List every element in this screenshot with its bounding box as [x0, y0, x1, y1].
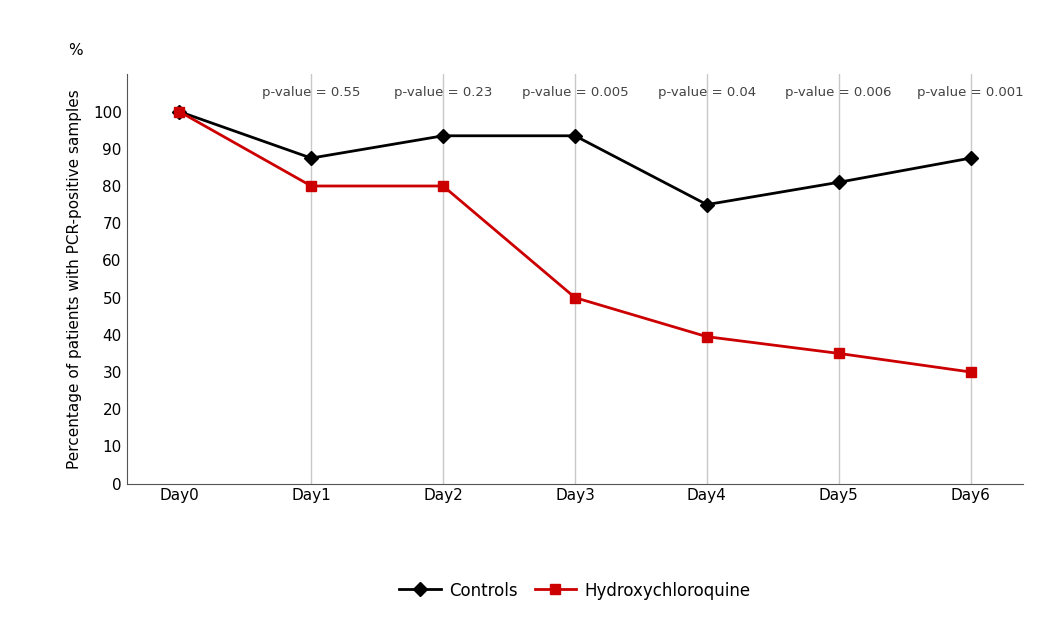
- Text: p-value = 0.006: p-value = 0.006: [786, 86, 891, 99]
- Controls: [305, 154, 318, 162]
- Hydroxychloroquine: [832, 350, 845, 357]
- Text: p-value = 0.005: p-value = 0.005: [521, 86, 629, 99]
- Controls: [701, 201, 713, 208]
- Controls: [569, 132, 581, 140]
- Controls: [437, 132, 449, 140]
- Controls: [832, 179, 845, 186]
- Y-axis label: Percentage of patients with PCR-positive samples: Percentage of patients with PCR-positive…: [66, 89, 81, 469]
- Hydroxychloroquine: [701, 333, 713, 340]
- Text: p-value = 0.55: p-value = 0.55: [262, 86, 361, 99]
- Text: %: %: [69, 43, 83, 58]
- Line: Controls: Controls: [174, 107, 976, 210]
- Text: p-value = 0.23: p-value = 0.23: [394, 86, 493, 99]
- Line: Hydroxychloroquine: Hydroxychloroquine: [174, 107, 976, 377]
- Hydroxychloroquine: [173, 108, 186, 115]
- Hydroxychloroquine: [569, 294, 581, 301]
- Hydroxychloroquine: [305, 182, 318, 190]
- Hydroxychloroquine: [437, 182, 449, 190]
- Controls: [173, 108, 186, 115]
- Controls: [964, 154, 977, 162]
- Hydroxychloroquine: [964, 368, 977, 376]
- Text: p-value = 0.001: p-value = 0.001: [917, 86, 1024, 99]
- Legend: Controls, Hydroxychloroquine: Controls, Hydroxychloroquine: [392, 575, 757, 606]
- Text: p-value = 0.04: p-value = 0.04: [657, 86, 756, 99]
